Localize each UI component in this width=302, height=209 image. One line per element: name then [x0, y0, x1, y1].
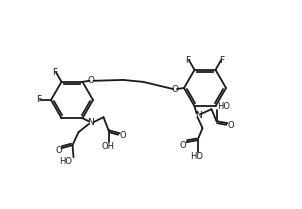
Text: HO: HO: [59, 157, 72, 166]
Text: HO: HO: [217, 102, 230, 111]
Text: N: N: [195, 111, 202, 120]
Text: F: F: [185, 56, 191, 65]
Text: F: F: [53, 68, 58, 77]
Text: O: O: [119, 131, 126, 140]
Text: O: O: [55, 146, 62, 155]
Text: N: N: [87, 118, 94, 127]
Text: F: F: [37, 96, 42, 104]
Text: O: O: [172, 84, 178, 93]
Text: HO: HO: [190, 152, 203, 161]
Text: F: F: [220, 56, 225, 65]
Text: O: O: [179, 141, 186, 150]
Text: OH: OH: [101, 142, 114, 151]
Text: O: O: [227, 121, 234, 130]
Text: O: O: [88, 76, 95, 85]
